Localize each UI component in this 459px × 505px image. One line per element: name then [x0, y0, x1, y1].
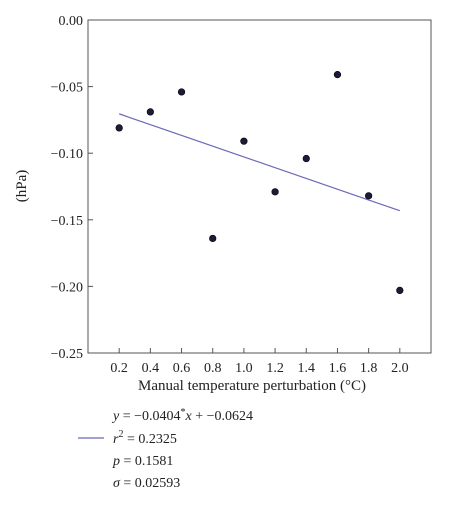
legend-eq-y: y: [111, 409, 120, 424]
data-point: [240, 137, 248, 145]
data-point: [209, 234, 217, 243]
y-tick-label: −0.20: [51, 280, 83, 295]
ticks-layer: 0.2 0.4 0.6 0.8 1.0 1.2 1.4 1.6 1.8 2.0 0.00 −0.05 −…: [51, 14, 409, 376]
legend-r2-value: = 0.2325: [123, 432, 176, 447]
data-point: [365, 192, 373, 200]
data-point: [115, 124, 123, 132]
data-point: [396, 286, 404, 294]
x-tick-label: 1.2: [266, 361, 284, 376]
legend: y = −0.0404*x + −0.0624 r2 = 0.2325 p = …: [78, 407, 253, 491]
y-axis-title: (hPa): [14, 170, 30, 203]
x-axis-title: Manual temperature perturbation (°C): [138, 378, 366, 394]
x-tick-label: 1.0: [235, 361, 253, 376]
x-tick-label: 1.6: [329, 361, 347, 376]
legend-eq-star: *: [181, 407, 186, 418]
x-tick-label: 0.6: [173, 361, 191, 376]
legend-eq-mid: = −0.0404: [119, 409, 180, 424]
y-tick-label: −0.05: [51, 81, 83, 96]
data-point: [146, 108, 154, 116]
legend-r2-sup: 2: [118, 429, 123, 440]
fit-layer: [118, 113, 401, 212]
legend-sigma-sym: σ: [113, 476, 121, 491]
x-tick-label: 0.2: [110, 361, 128, 376]
x-tick-label: 1.4: [298, 361, 316, 376]
plot-frame: [87, 19, 432, 354]
legend-p-val: = 0.1581: [120, 454, 173, 469]
legend-eq-x: x: [185, 409, 193, 424]
x-tick-label: 0.8: [204, 361, 222, 376]
legend-sigma-val: = 0.02593: [120, 476, 180, 491]
legend-p-value: p = 0.1581: [112, 454, 173, 469]
y-tick-label: −0.15: [51, 214, 83, 229]
data-point: [271, 188, 279, 196]
legend-r2-r: r: [113, 432, 119, 447]
y-tick-label: −0.25: [51, 347, 83, 362]
legend-equation: y = −0.0404*x + −0.0624: [111, 407, 253, 424]
regression-line: [118, 113, 401, 212]
legend-sigma: σ = 0.02593: [113, 476, 180, 491]
legend-p-sym: p: [112, 454, 120, 469]
x-tick-label: 0.4: [142, 361, 160, 376]
y-tick-label: −0.10: [51, 147, 83, 162]
x-tick-label: 1.8: [360, 361, 378, 376]
data-point: [333, 71, 342, 79]
legend-r-squared: r2 = 0.2325: [113, 429, 177, 447]
legend-eq-tail: + −0.0624: [192, 409, 253, 424]
x-tick-label: 2.0: [391, 361, 409, 376]
points-layer: [115, 71, 404, 294]
y-tick-label: 0.00: [59, 14, 84, 29]
data-point: [302, 154, 310, 163]
data-point: [177, 88, 186, 96]
